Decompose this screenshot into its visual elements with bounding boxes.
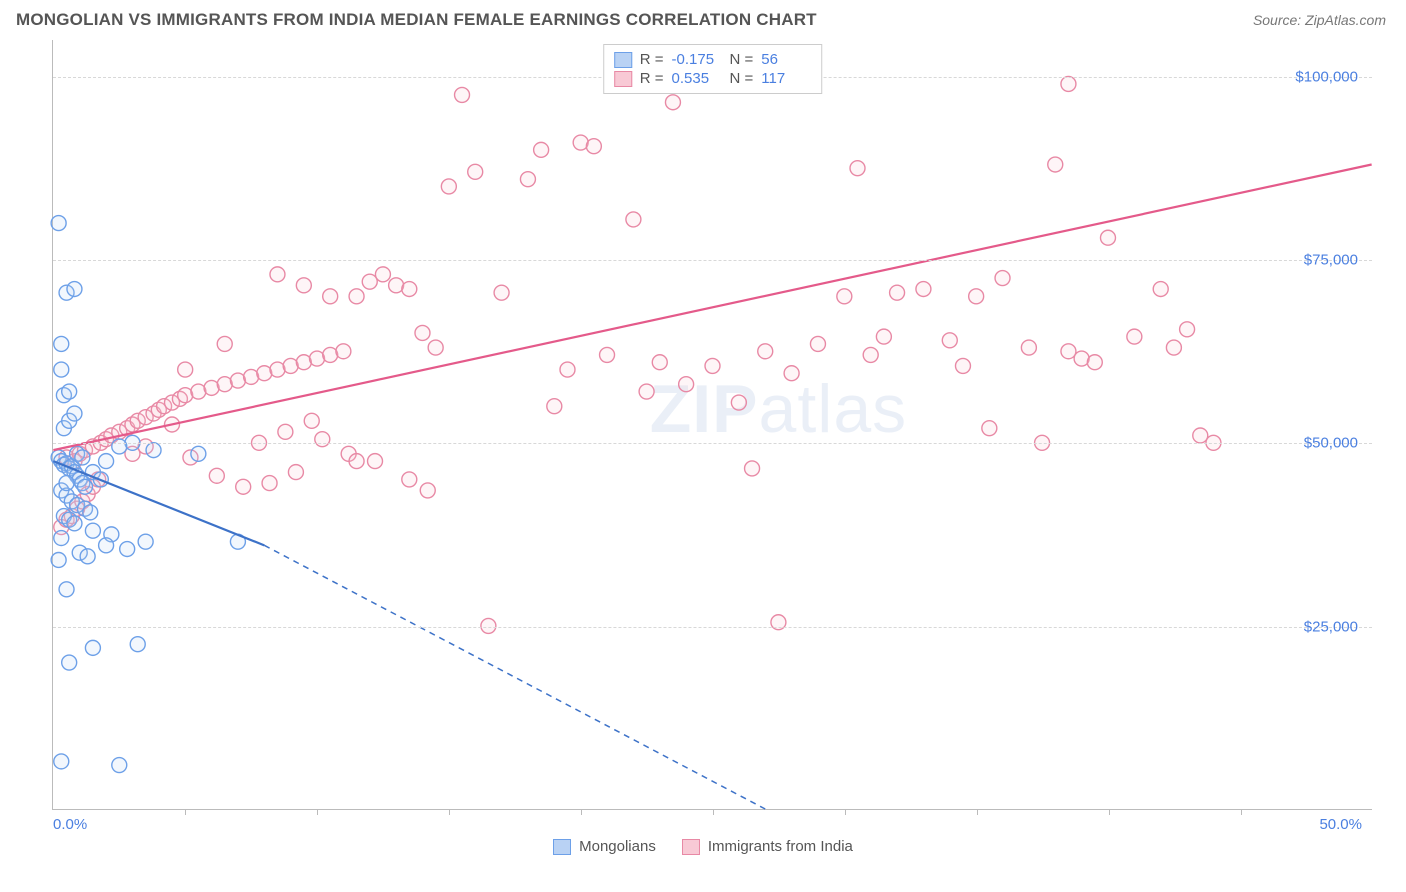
corr-row-pink: R = 0.535 N = 117 bbox=[614, 70, 812, 87]
legend-swatch-blue bbox=[553, 839, 571, 855]
legend-swatch-pink bbox=[682, 839, 700, 855]
source-value: ZipAtlas.com bbox=[1305, 12, 1386, 28]
y-tick-label: $75,000 bbox=[1304, 252, 1358, 269]
legend-label-blue: Mongolians bbox=[579, 838, 656, 855]
x-tick-max: 50.0% bbox=[1319, 816, 1362, 833]
correlation-legend-box: R = -0.175 N = 56 R = 0.535 N = 117 bbox=[603, 44, 823, 94]
y-tick-label: $50,000 bbox=[1304, 435, 1358, 452]
source-label: Source: bbox=[1253, 12, 1305, 28]
swatch-pink bbox=[614, 71, 632, 87]
n-value-blue: 56 bbox=[761, 51, 811, 68]
chart-title: MONGOLIAN VS IMMIGRANTS FROM INDIA MEDIA… bbox=[16, 10, 817, 30]
legend-item-blue: Mongolians bbox=[553, 838, 656, 855]
x-tick-min: 0.0% bbox=[53, 816, 87, 833]
source-attribution: Source: ZipAtlas.com bbox=[1253, 12, 1386, 28]
r-label: R = bbox=[640, 51, 664, 68]
r-value-blue: -0.175 bbox=[672, 51, 722, 68]
corr-row-blue: R = -0.175 N = 56 bbox=[614, 51, 812, 68]
r-label: R = bbox=[640, 70, 664, 87]
legend-label-pink: Immigrants from India bbox=[708, 838, 853, 855]
y-tick-label: $100,000 bbox=[1295, 68, 1358, 85]
y-tick-label: $25,000 bbox=[1304, 618, 1358, 635]
n-value-pink: 117 bbox=[761, 70, 811, 87]
n-label: N = bbox=[730, 70, 754, 87]
series-legend: Mongolians Immigrants from India bbox=[18, 838, 1388, 855]
chart-container: Median Female Earnings ZIPatlas R = -0.1… bbox=[18, 40, 1388, 855]
swatch-blue bbox=[614, 52, 632, 68]
plot-svg bbox=[53, 40, 1372, 809]
plot-area: ZIPatlas R = -0.175 N = 56 R = 0.535 N =… bbox=[52, 40, 1372, 810]
legend-item-pink: Immigrants from India bbox=[682, 838, 853, 855]
n-label: N = bbox=[730, 51, 754, 68]
r-value-pink: 0.535 bbox=[672, 70, 722, 87]
